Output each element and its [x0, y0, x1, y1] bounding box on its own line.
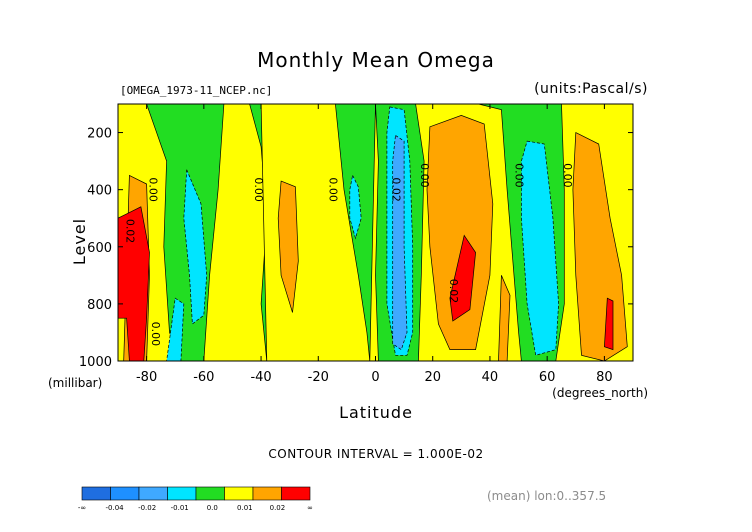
x-tick-label: 40: [482, 370, 499, 385]
file-label: [OMEGA_1973-11_NCEP.nc]: [120, 84, 273, 97]
y-unit-label: (millibar): [48, 376, 103, 390]
contour-line-label: 0.00: [146, 177, 159, 202]
colorbar-swatch-orange: [252, 486, 282, 501]
units-label: (units:Pascal/s): [534, 81, 648, 97]
contour-region-red-13: [604, 297, 614, 351]
x-unit-label: (degrees_north): [552, 386, 648, 400]
contour-line-label: 0.00: [149, 322, 162, 347]
colorbar-label: -0.02: [138, 504, 156, 512]
contour-line-label: 0.00: [327, 177, 340, 202]
contour-region-cyan-18: [521, 140, 559, 356]
colorbar-swatch-green: [195, 486, 225, 501]
contour-line-label: 0.00: [513, 163, 526, 188]
contour-region-cyan-16: [349, 174, 362, 240]
contour-line-label: 0.02: [447, 279, 460, 304]
contour-region-orange-9: [498, 275, 511, 361]
colorbar-label: 0.02: [270, 504, 286, 512]
y-tick-label: 200: [87, 127, 112, 142]
colorbar-label: -0.04: [106, 504, 125, 512]
colorbar-label: ∞: [307, 504, 313, 512]
x-tick-label: -20: [308, 370, 329, 385]
mean-note: (mean) lon:0..357.5: [487, 489, 607, 503]
contour-line-label: 0.02: [123, 219, 136, 244]
colorbar-swatch-yellow: [224, 486, 254, 501]
x-tick-label: -80: [136, 370, 157, 385]
x-tick-label: 80: [596, 370, 613, 385]
colorbar-label: -0.01: [171, 504, 189, 512]
x-tick-label: -60: [193, 370, 214, 385]
y-tick-label: 600: [87, 241, 112, 256]
contour-region-yellow-3: [369, 104, 379, 361]
contour-region-cyan-14: [166, 297, 185, 361]
contour-region-orange-10: [572, 132, 628, 361]
contour-region-yellow-1: [203, 104, 268, 361]
colorbar-swatch-cyan: [167, 486, 197, 501]
y-tick-label: 800: [87, 298, 112, 313]
contour-region-light_blue-19: [392, 134, 408, 351]
contour-line-label: 0.00: [252, 177, 265, 202]
contour-interval-label: CONTOUR INTERVAL = 1.000E-02: [268, 447, 484, 461]
colorbar-label: -∞: [78, 504, 86, 512]
colorbar-swatch-red: [281, 486, 311, 501]
contour-line-label: 0.00: [561, 163, 574, 188]
colorbar-swatch-blue: [110, 486, 140, 501]
x-axis-label: Latitude: [339, 403, 413, 422]
x-tick-label: -40: [250, 370, 271, 385]
colorbar-swatch-deep_blue: [81, 486, 111, 501]
contour-region-cyan-15: [183, 169, 208, 325]
x-tick-label: 0: [371, 370, 379, 385]
y-tick-label: 400: [87, 184, 112, 199]
contour-line-label: 0.02: [390, 177, 403, 202]
y-tick-label: 1000: [79, 355, 112, 370]
chart-title: Monthly Mean Omega: [257, 48, 495, 72]
contour-region-red-11: [118, 206, 150, 361]
contour-region-orange-8: [426, 115, 494, 350]
x-tick-label: 20: [424, 370, 441, 385]
contour-region-red-12: [449, 234, 476, 322]
contour-region-orange-7: [277, 180, 299, 313]
x-tick-label: 60: [539, 370, 556, 385]
colorbar-swatch-light_blue: [138, 486, 168, 501]
colorbar-label: 0.0: [207, 504, 218, 512]
colorbar-label: 0.01: [237, 504, 253, 512]
contour-line-label: 0.00: [418, 163, 431, 188]
